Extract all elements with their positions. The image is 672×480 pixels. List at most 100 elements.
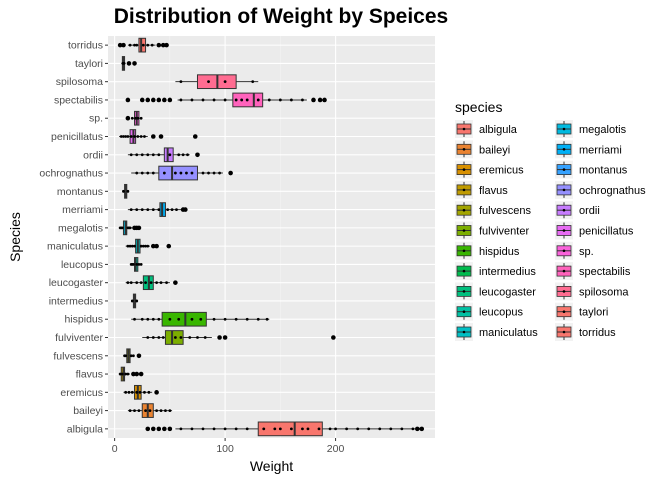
legend-item-baileyi: baileyi xyxy=(455,140,510,159)
y-tick-label: spilosoma xyxy=(56,76,103,88)
outlier-point xyxy=(136,353,142,359)
chart-title: Distribution of Weight by Speices xyxy=(113,5,449,28)
data-point xyxy=(129,354,133,358)
legend-item-spilosoma: spilosoma xyxy=(555,282,629,301)
data-point xyxy=(129,153,133,157)
data-point xyxy=(185,171,188,175)
legend-item-leucogaster: leucogaster xyxy=(455,282,536,301)
data-point xyxy=(245,317,249,321)
outlier-point xyxy=(121,42,126,48)
series-eremicus xyxy=(123,384,159,400)
data-point xyxy=(129,135,133,138)
data-point xyxy=(130,299,134,303)
data-point xyxy=(124,390,128,394)
legend-item-penicillatus: penicillatus xyxy=(555,221,634,240)
data-point xyxy=(120,226,124,230)
outlier-point xyxy=(134,371,140,377)
data-point xyxy=(144,409,147,412)
legend-label: spilosoma xyxy=(579,286,629,298)
data-point xyxy=(124,354,128,358)
y-tick-label: spectabilis xyxy=(54,94,103,106)
legend-key-point xyxy=(562,168,566,171)
legend-label: spectabilis xyxy=(579,266,631,278)
data-point xyxy=(127,390,131,394)
legend-label: taylori xyxy=(579,307,608,319)
data-point xyxy=(133,317,136,321)
data-point xyxy=(179,98,183,102)
series-taylori xyxy=(121,56,137,71)
legend-key-point xyxy=(462,290,466,293)
data-point xyxy=(139,116,143,120)
outlier-point xyxy=(166,243,172,249)
data-point xyxy=(212,98,216,102)
data-point xyxy=(132,263,135,266)
outlier-point xyxy=(156,42,162,48)
data-point xyxy=(129,208,133,211)
data-point xyxy=(234,317,238,321)
outlier-point xyxy=(150,134,156,139)
series-merriami xyxy=(127,202,188,217)
data-point xyxy=(146,43,150,47)
data-point xyxy=(188,336,192,339)
legend-key-point xyxy=(562,229,566,232)
legend-label: maniculatus xyxy=(479,327,538,339)
data-point xyxy=(146,208,150,211)
legend-item-maniculatus: maniculatus xyxy=(455,323,538,341)
data-point xyxy=(157,208,161,211)
series-torridus xyxy=(117,37,169,53)
series-spilosoma xyxy=(175,74,259,90)
data-point xyxy=(126,372,130,376)
outlier-point xyxy=(126,61,132,66)
legend-label: leucopus xyxy=(479,307,524,319)
data-point xyxy=(135,171,139,175)
outlier-point xyxy=(154,243,159,249)
data-point xyxy=(151,317,155,321)
y-tick-label: taylori xyxy=(75,58,103,70)
outlier-point xyxy=(150,97,156,103)
series-maniculatus xyxy=(125,238,172,254)
data-point xyxy=(144,281,147,285)
outlier-point xyxy=(139,97,145,103)
x-tick-label: 0 xyxy=(112,443,118,455)
data-point xyxy=(118,372,122,376)
series-spectabilis xyxy=(125,92,327,108)
data-point xyxy=(133,244,136,248)
outlier-point xyxy=(317,97,323,103)
x-axis-label: Weight xyxy=(250,458,293,474)
legend-key-point xyxy=(462,168,466,171)
legend-key-point xyxy=(462,229,466,232)
data-point xyxy=(389,427,393,431)
legend-label: megalotis xyxy=(579,124,627,136)
legend-label: montanus xyxy=(579,165,628,177)
outlier-point xyxy=(136,225,142,231)
data-point xyxy=(151,336,155,339)
series-intermedius xyxy=(130,293,139,309)
data-point xyxy=(328,427,332,431)
legend-item-albigula: albigula xyxy=(455,120,518,138)
data-point xyxy=(411,427,415,431)
legend-key-point xyxy=(462,208,466,212)
data-point xyxy=(201,98,205,102)
y-tick-label: baileyi xyxy=(73,405,103,417)
legend-label: leucogaster xyxy=(479,286,536,298)
outlier-point xyxy=(154,390,159,395)
outlier-point xyxy=(145,97,151,103)
data-point xyxy=(140,317,144,321)
data-point xyxy=(120,372,124,376)
outlier-point xyxy=(150,426,156,432)
series-baileyi xyxy=(127,403,173,418)
data-point xyxy=(301,427,304,431)
legend-key-point xyxy=(462,188,466,192)
data-point xyxy=(144,244,147,248)
plot-panel xyxy=(108,36,435,438)
series-flavus xyxy=(118,366,144,382)
y-tick-label: leucogaster xyxy=(49,277,104,289)
outlier-point xyxy=(173,280,178,285)
legend-key-point xyxy=(562,127,566,131)
outlier-point xyxy=(156,426,162,432)
data-point xyxy=(128,409,132,412)
y-axis-ticks: torridus taylori spilosoma spectabilis sp. pe… xyxy=(39,40,108,435)
y-tick-label: eremicus xyxy=(60,387,103,399)
outlier-point xyxy=(162,97,167,103)
data-point xyxy=(132,354,135,358)
